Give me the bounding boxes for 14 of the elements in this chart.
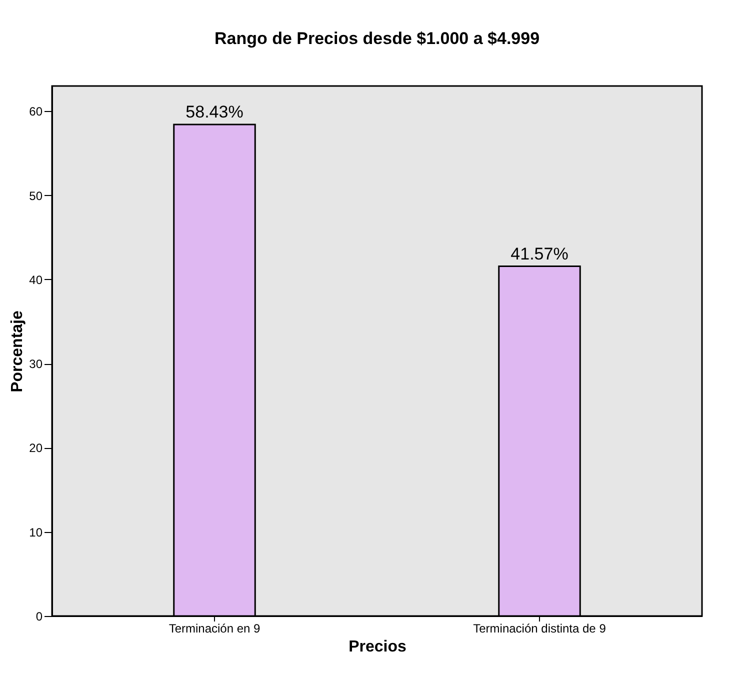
y-axis-title: Porcentaje — [9, 310, 26, 392]
x-tick-label: Terminación en 9 — [168, 622, 261, 636]
data-label: 41.57% — [510, 244, 568, 264]
y-tick-label: 0 — [36, 610, 43, 624]
chart-title: Rango de Precios desde $1.000 a $4.999 — [214, 29, 540, 48]
y-tick-label: 60 — [29, 104, 43, 119]
y-tick-label: 50 — [29, 188, 43, 203]
y-tick-label: 40 — [29, 272, 43, 287]
x-axis-title: Precios — [348, 638, 407, 656]
y-tick-label: 10 — [29, 525, 43, 540]
x-tick-label: Terminación distinta de 9 — [473, 622, 606, 636]
y-tick-label: 30 — [29, 357, 43, 372]
data-label: 58.43% — [186, 102, 244, 122]
y-tick-label: 20 — [29, 441, 43, 456]
